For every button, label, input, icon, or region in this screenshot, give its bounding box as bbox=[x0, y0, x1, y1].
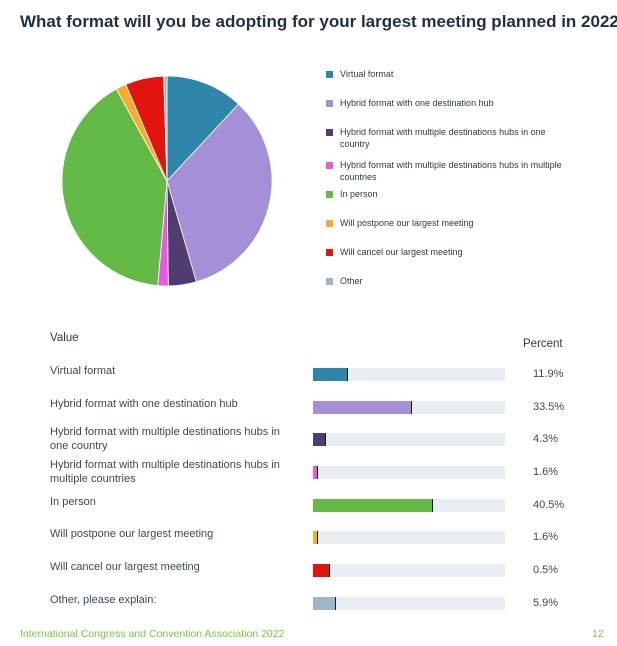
bar-track bbox=[313, 597, 505, 610]
bar-track bbox=[313, 466, 505, 479]
row-label: In person bbox=[50, 496, 96, 508]
legend-label: Other bbox=[340, 276, 363, 286]
legend-swatch bbox=[326, 129, 333, 136]
bar-fill bbox=[313, 597, 336, 610]
table-header-value: Value bbox=[50, 332, 79, 344]
bar-fill bbox=[313, 531, 318, 544]
bar-track bbox=[313, 499, 505, 512]
row-percent: 33.5% bbox=[533, 401, 565, 413]
bar-track bbox=[313, 531, 505, 544]
pie-slice-1 bbox=[166, 103, 273, 283]
pie-slice-4 bbox=[61, 88, 168, 287]
row-label: Hybrid format with multiple destinations… bbox=[50, 459, 280, 485]
bar-fill bbox=[313, 368, 349, 381]
legend-swatch bbox=[326, 100, 333, 107]
bar-track bbox=[313, 401, 505, 414]
legend-label: Hybrid format with multiple destinations… bbox=[340, 127, 546, 149]
row-percent: 5.9% bbox=[533, 597, 559, 609]
legend-item: In person bbox=[326, 188, 565, 200]
row-label: Hybrid format with one destination hub bbox=[50, 398, 238, 410]
row-label: Hybrid format with multiple destinations… bbox=[50, 426, 280, 452]
row-percent: 1.6% bbox=[533, 466, 559, 478]
table-header-percent: Percent bbox=[523, 338, 563, 350]
bar-fill bbox=[313, 433, 326, 446]
pie-slice-7 bbox=[163, 75, 168, 182]
row-percent: 1.6% bbox=[533, 531, 559, 543]
row-percent: 40.5% bbox=[533, 499, 565, 511]
row-label: Virtual format bbox=[50, 365, 116, 377]
legend-item: Will cancel our largest meeting bbox=[326, 246, 565, 258]
legend-item: Other bbox=[326, 275, 565, 287]
row-label: Other, please explain: bbox=[50, 594, 157, 606]
bar-track bbox=[313, 433, 505, 446]
legend-label: Virtual format bbox=[340, 69, 394, 79]
legend-label: Hybrid format with one destination hub bbox=[340, 98, 494, 108]
legend-item: Will postpone our largest meeting bbox=[326, 217, 565, 229]
row-percent: 11.9% bbox=[533, 368, 564, 380]
legend-item: Hybrid format with one destination hub bbox=[326, 97, 565, 109]
pie-chart bbox=[61, 75, 273, 287]
bar-fill bbox=[313, 401, 412, 414]
legend-swatch bbox=[326, 191, 333, 198]
legend-label: Hybrid format with multiple destinations… bbox=[340, 160, 562, 182]
row-percent: 4.3% bbox=[533, 433, 559, 445]
pie-slice-0 bbox=[166, 75, 240, 183]
bar-fill bbox=[313, 564, 331, 577]
bar-fill bbox=[313, 466, 318, 479]
legend-item: Virtual format bbox=[326, 68, 565, 80]
legend-swatch bbox=[326, 278, 333, 285]
legend-item: Hybrid format with multiple destinations… bbox=[326, 159, 565, 183]
legend-swatch bbox=[326, 220, 333, 227]
bar-track bbox=[313, 564, 505, 577]
row-label: Will postpone our largest meeting bbox=[50, 528, 214, 540]
bar-fill bbox=[313, 499, 433, 512]
legend-label: Will cancel our largest meeting bbox=[340, 247, 463, 257]
page-number: 12 bbox=[592, 628, 604, 640]
legend-item: Hybrid format with multiple destinations… bbox=[326, 126, 565, 150]
page-title: What format will you be adopting for you… bbox=[20, 12, 617, 31]
legend-label: In person bbox=[340, 189, 378, 199]
row-label: Will cancel our largest meeting bbox=[50, 561, 200, 573]
footer-organization: International Congress and Convention As… bbox=[20, 628, 285, 640]
legend-swatch bbox=[326, 162, 333, 169]
legend-swatch bbox=[326, 249, 333, 256]
legend-swatch bbox=[326, 71, 333, 78]
bar-track bbox=[313, 368, 505, 381]
legend-label: Will postpone our largest meeting bbox=[340, 218, 474, 228]
row-percent: 0.5% bbox=[533, 564, 559, 576]
